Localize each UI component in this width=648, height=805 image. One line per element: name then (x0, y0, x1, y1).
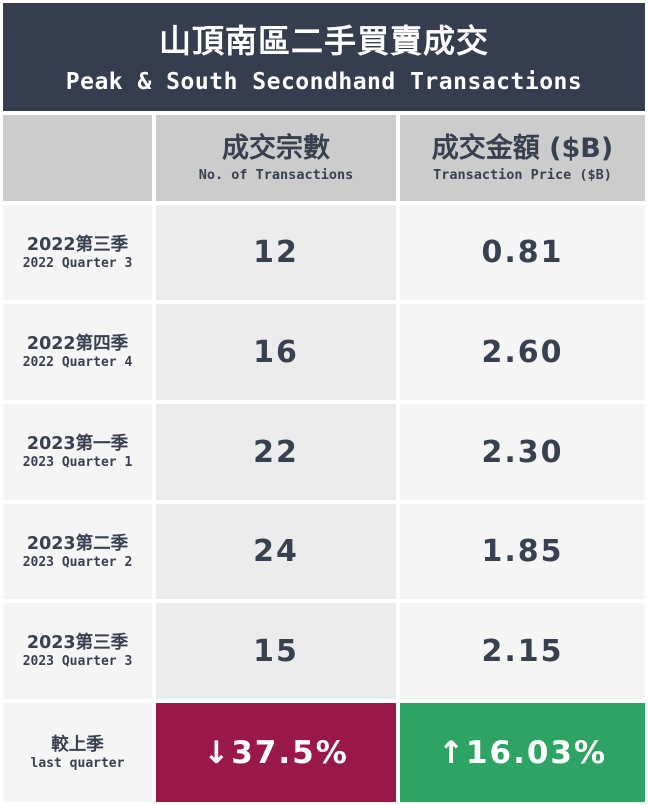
col-header-price-en: Transaction Price ($B) (433, 167, 612, 183)
col-header-transactions: 成交宗數 No. of Transactions (156, 115, 396, 201)
row-label-en: 2022 Quarter 4 (22, 355, 133, 370)
row-label-zh: 2023第二季 (26, 533, 129, 554)
row-label-zh: 2023第三季 (26, 633, 129, 653)
change-label-en: last quarter (30, 755, 125, 771)
price-cell: 2.30 (400, 404, 645, 500)
col-header-transactions-zh: 成交宗數 (222, 133, 330, 164)
row-label-zh: 2023第一季 (26, 434, 129, 454)
price-cell: 1.85 (400, 504, 645, 599)
title-banner: 山頂南區二手買賣成交 Peak & South Secondhand Trans… (3, 3, 645, 111)
row-label: 2023第一季 2023 Quarter 1 (3, 404, 152, 500)
row-label-en: 2023 Quarter 1 (22, 455, 133, 470)
row-label: 2023第三季 2023 Quarter 3 (3, 603, 152, 699)
row-label: 2022第四季 2022 Quarter 4 (3, 304, 152, 400)
price-value: 1.85 (481, 534, 564, 569)
change-label-cell: 較上季 last quarter (3, 703, 152, 802)
row-label-en: 2023 Quarter 2 (22, 554, 133, 570)
row-label-en: 2022 Quarter 3 (22, 255, 133, 271)
price-value: 2.60 (481, 334, 564, 370)
transactions-value: 12 (253, 235, 299, 270)
row-label: 2022第三季 2022 Quarter 3 (3, 205, 152, 300)
price-value: 2.30 (481, 434, 564, 470)
row-label-zh: 2022第四季 (26, 334, 129, 354)
transactions-value: 22 (253, 434, 299, 470)
price-cell: 2.60 (400, 304, 645, 400)
transactions-cell: 15 (156, 603, 396, 699)
col-header-price-zh: 成交金額 ($B) (431, 133, 614, 164)
transactions-change-value: ↓37.5% (203, 734, 349, 771)
price-change-cell: ↑16.03% (400, 703, 645, 802)
transactions-change-cell: ↓37.5% (156, 703, 396, 802)
transactions-value: 16 (253, 334, 299, 370)
price-value: 0.81 (481, 235, 564, 270)
row-label-en: 2023 Quarter 3 (22, 654, 133, 669)
transactions-cell: 22 (156, 404, 396, 500)
transactions-cell: 24 (156, 504, 396, 599)
corner-cell (3, 115, 152, 201)
row-label: 2023第二季 2023 Quarter 2 (3, 504, 152, 599)
price-value: 2.15 (481, 633, 564, 669)
transactions-value: 15 (253, 633, 299, 669)
transactions-cell: 16 (156, 304, 396, 400)
title-en: Peak & South Secondhand Transactions (65, 69, 583, 95)
price-cell: 2.15 (400, 603, 645, 699)
transactions-cell: 12 (156, 205, 396, 300)
price-change-value: ↑16.03% (437, 734, 608, 771)
transactions-value: 24 (253, 534, 299, 569)
title-zh: 山頂南區二手買賣成交 (158, 22, 489, 60)
col-header-transactions-en: No. of Transactions (198, 167, 354, 183)
row-label-zh: 2022第三季 (26, 234, 129, 255)
change-label-zh: 較上季 (51, 734, 104, 755)
col-header-price: 成交金額 ($B) Transaction Price ($B) (400, 115, 645, 201)
price-cell: 0.81 (400, 205, 645, 300)
